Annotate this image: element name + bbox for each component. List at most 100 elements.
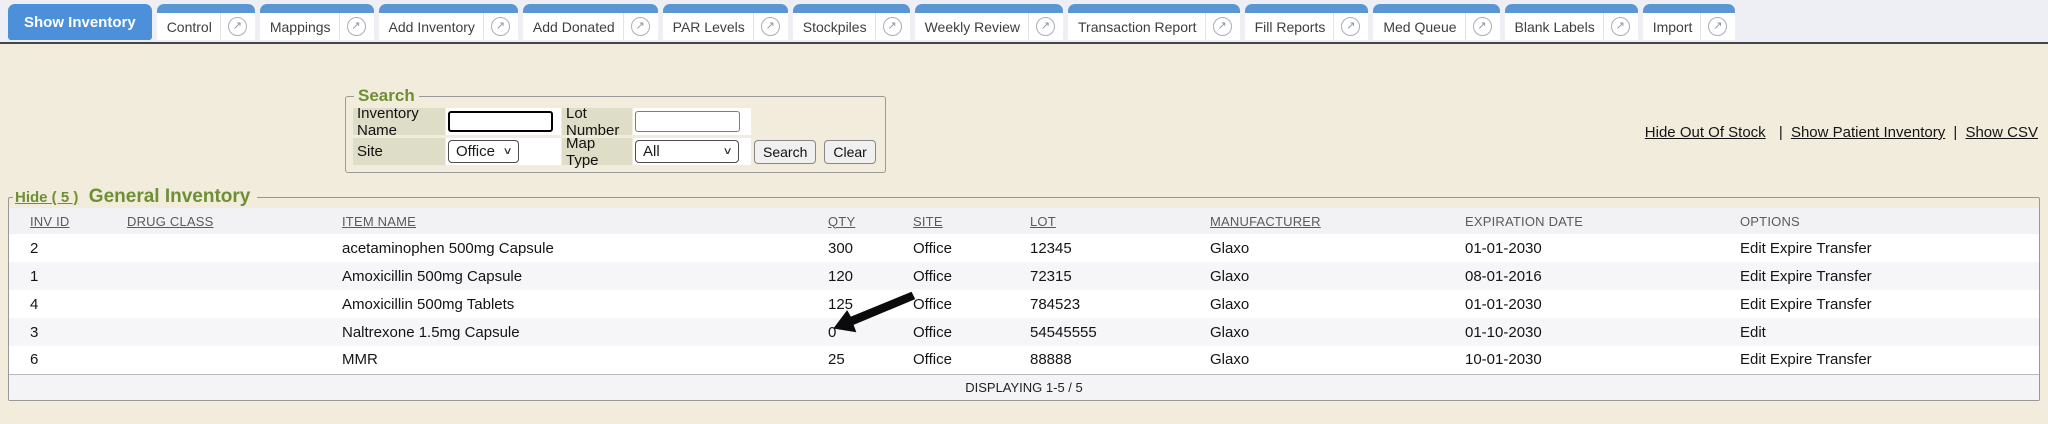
tab-stockpiles[interactable]: Stockpiles ↗ — [792, 4, 910, 40]
tab-import[interactable]: Import ↗ — [1642, 4, 1736, 40]
table-footer-row: DISPLAYING 1-5 / 5 — [9, 373, 2039, 400]
cell-inv-id: 4 — [30, 295, 39, 313]
tab-add-donated[interactable]: Add Donated ↗ — [522, 4, 658, 40]
tab-fill-reports[interactable]: Fill Reports ↗ — [1244, 4, 1369, 40]
displaying-status: DISPLAYING 1-5 / 5 — [9, 373, 2039, 400]
tab-med-queue[interactable]: Med Queue ↗ — [1373, 4, 1500, 40]
tab-cap — [1373, 4, 1500, 13]
cell-expiration-date: 01-01-2030 — [1465, 239, 1542, 257]
inventory-table: INV ID DRUG CLASS ITEM NAME QTY SITE LOT… — [9, 208, 2039, 400]
cell-manufacturer: Glaxo — [1210, 323, 1250, 341]
edit-link[interactable]: Edit — [1740, 295, 1766, 313]
cell-manufacturer: Glaxo — [1210, 351, 1250, 369]
column-header-drug-class[interactable]: DRUG CLASS — [127, 208, 342, 234]
cell-lot: 54545555 — [1030, 323, 1097, 341]
column-header-qty[interactable]: QTY — [828, 208, 913, 234]
cell-expiration-date: 01-01-2030 — [1465, 295, 1542, 313]
site-label: Site — [353, 138, 445, 165]
external-link-icon[interactable]: ↗ — [1708, 17, 1728, 36]
show-csv-link[interactable]: Show CSV — [1965, 124, 2038, 141]
clear-button[interactable]: Clear — [824, 139, 876, 164]
map-type-select[interactable]: All ∨ — [635, 140, 739, 163]
tab-bar: Show Inventory Control ↗ Mappings ↗ Add … — [0, 0, 2048, 44]
transfer-link[interactable]: Transfer — [1816, 295, 1872, 313]
tab-divider — [1464, 13, 1466, 40]
tab-cap — [1068, 4, 1240, 13]
link-separator: | — [1778, 124, 1783, 141]
external-link-icon[interactable]: ↗ — [1036, 17, 1056, 36]
tab-divider — [752, 13, 754, 40]
quick-links: Hide Out Of Stock | Show Patient Invento… — [1645, 124, 2038, 141]
show-patient-inventory-link[interactable]: Show Patient Inventory — [1790, 124, 1946, 141]
external-link-icon[interactable]: ↗ — [882, 17, 902, 36]
tab-transaction-report[interactable]: Transaction Report ↗ — [1068, 4, 1240, 40]
tab-label: Transaction Report — [1078, 18, 1197, 35]
external-link-icon[interactable]: ↗ — [227, 17, 247, 36]
transfer-link[interactable]: Transfer — [1816, 267, 1872, 285]
cell-lot: 72315 — [1030, 267, 1072, 285]
cell-qty: 25 — [828, 351, 845, 369]
expire-link[interactable]: Expire — [1769, 295, 1813, 313]
tab-divider — [1602, 13, 1604, 40]
column-header-manufacturer[interactable]: MANUFACTURER — [1210, 208, 1465, 234]
column-header-item-name[interactable]: ITEM NAME — [342, 208, 828, 234]
expire-link[interactable]: Expire — [1769, 351, 1813, 369]
expire-link[interactable]: Expire — [1769, 267, 1813, 285]
column-header-site[interactable]: SITE — [913, 208, 1030, 234]
tab-weekly-review[interactable]: Weekly Review ↗ — [914, 4, 1064, 40]
site-select[interactable]: Office ∨ — [448, 140, 520, 163]
tab-label: Blank Labels — [1514, 18, 1595, 35]
tab-cap — [1504, 4, 1638, 13]
transfer-link[interactable]: Transfer — [1816, 351, 1872, 369]
table-header-row: INV ID DRUG CLASS ITEM NAME QTY SITE LOT… — [9, 208, 2039, 234]
external-link-icon[interactable]: ↗ — [630, 17, 650, 36]
tab-label: Med Queue — [1383, 18, 1457, 35]
tab-divider — [1333, 13, 1335, 40]
tab-divider — [338, 13, 340, 40]
cell-drug-class — [127, 318, 342, 346]
search-button[interactable]: Search — [754, 139, 817, 164]
hide-count-link[interactable]: Hide ( 5 ) — [15, 189, 79, 206]
inventory-name-input[interactable] — [448, 111, 553, 132]
tab-control[interactable]: Control ↗ — [156, 4, 255, 40]
chevron-down-icon: ∨ — [722, 146, 733, 157]
external-link-icon[interactable]: ↗ — [490, 17, 510, 36]
hide-out-of-stock-link[interactable]: Hide Out Of Stock — [1644, 124, 1766, 141]
external-link-icon[interactable]: ↗ — [346, 17, 366, 36]
tab-cap — [522, 4, 658, 13]
transfer-link[interactable]: Transfer — [1816, 239, 1872, 257]
external-link-icon[interactable]: ↗ — [1610, 17, 1630, 36]
lot-number-input[interactable] — [635, 111, 740, 132]
tab-show-inventory[interactable]: Show Inventory — [8, 4, 152, 40]
tab-divider — [874, 13, 876, 40]
external-link-icon[interactable]: ↗ — [1341, 17, 1361, 36]
edit-link[interactable]: Edit — [1740, 351, 1766, 369]
tab-divider — [1700, 13, 1702, 40]
external-link-icon[interactable]: ↗ — [1212, 17, 1232, 36]
search-panel: Search Inventory Name Lot Number Site Of… — [345, 86, 886, 173]
expire-link[interactable]: Expire — [1769, 239, 1813, 257]
edit-link[interactable]: Edit — [1740, 267, 1766, 285]
edit-link[interactable]: Edit — [1740, 239, 1766, 257]
cell-qty: 0 — [828, 323, 837, 341]
external-link-icon[interactable]: ↗ — [760, 17, 780, 36]
column-header-lot[interactable]: LOT — [1030, 208, 1210, 234]
external-link-icon[interactable]: ↗ — [1472, 17, 1492, 36]
cell-site: Office — [913, 239, 952, 257]
tab-label: Show Inventory — [24, 13, 136, 31]
cell-site: Office — [913, 323, 952, 341]
tab-blank-labels[interactable]: Blank Labels ↗ — [1504, 4, 1638, 40]
link-separator: | — [1953, 124, 1958, 141]
tab-add-inventory[interactable]: Add Inventory ↗ — [378, 4, 518, 40]
column-header-inv-id[interactable]: INV ID — [9, 208, 127, 234]
cell-manufacturer: Glaxo — [1210, 267, 1250, 285]
cell-inv-id: 2 — [30, 239, 39, 257]
tab-par-levels[interactable]: PAR Levels ↗ — [662, 4, 788, 40]
edit-link[interactable]: Edit — [1740, 323, 1766, 341]
tab-mappings[interactable]: Mappings ↗ — [259, 4, 374, 40]
site-select-value: Office — [456, 143, 495, 160]
search-grid-spacer — [752, 108, 878, 135]
tab-divider — [219, 13, 221, 40]
general-inventory-legend: Hide ( 5 ) General Inventory — [13, 186, 257, 208]
tab-divider — [1028, 13, 1030, 40]
